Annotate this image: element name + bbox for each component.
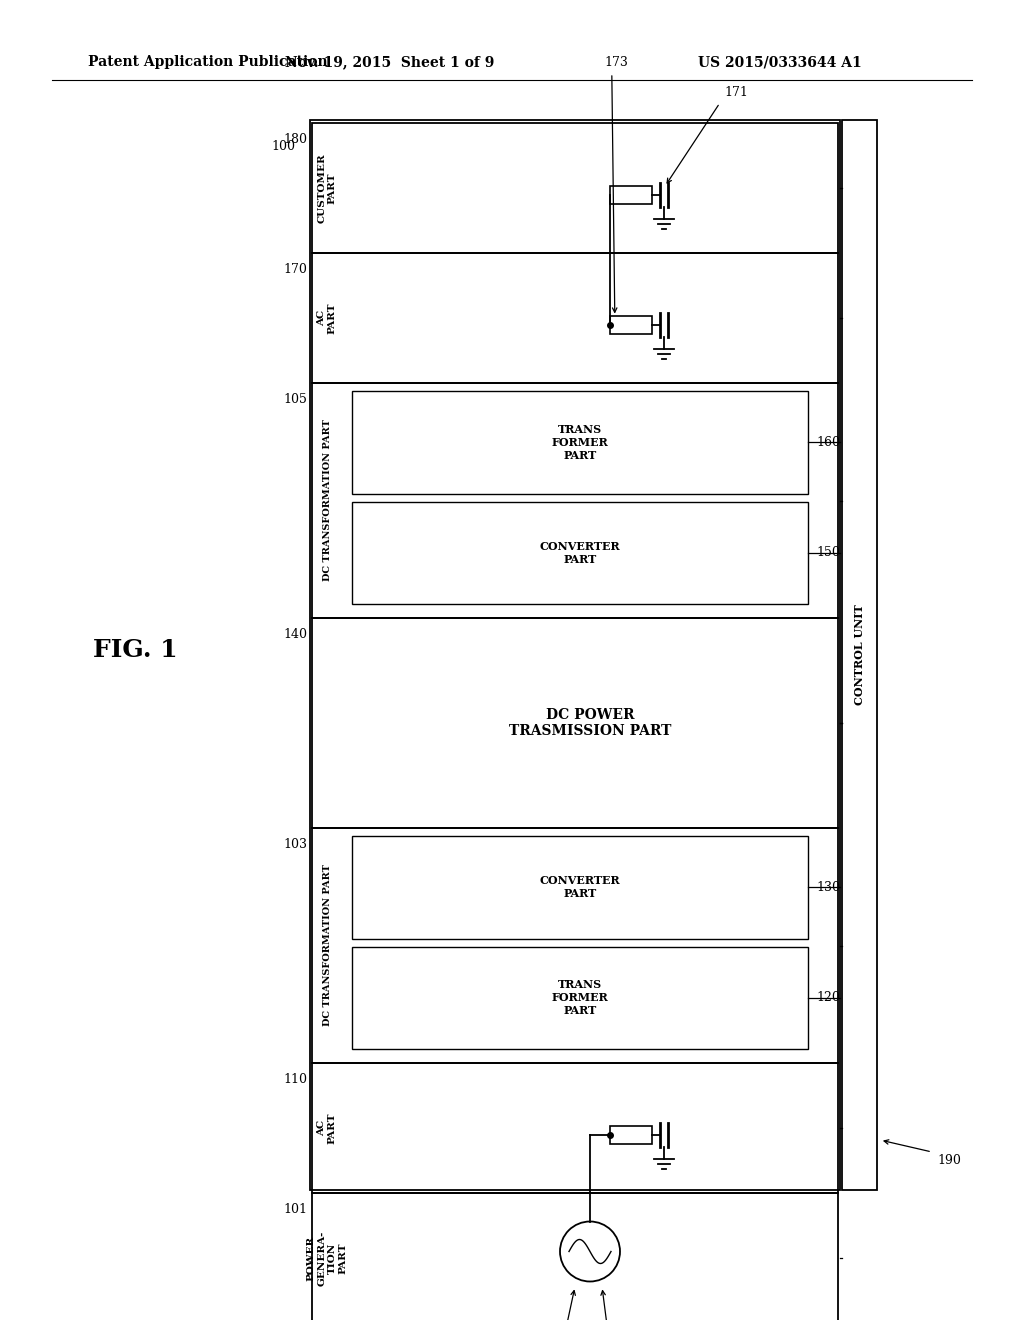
Bar <box>312 253 838 383</box>
Text: 120: 120 <box>816 991 840 1005</box>
Text: TRANS
FORMER
PART: TRANS FORMER PART <box>552 424 608 461</box>
Text: 173: 173 <box>605 57 629 70</box>
Text: AC
PART: AC PART <box>317 302 337 334</box>
Bar <box>842 120 877 1191</box>
Bar <box>312 618 838 828</box>
Text: AC
PART: AC PART <box>317 1113 337 1143</box>
Text: 140: 140 <box>283 628 307 642</box>
Bar <box>352 836 808 939</box>
Bar <box>310 120 840 1191</box>
Bar <box>352 946 808 1049</box>
Text: 101: 101 <box>283 1203 307 1216</box>
Text: Nov. 19, 2015  Sheet 1 of 9: Nov. 19, 2015 Sheet 1 of 9 <box>286 55 495 69</box>
Text: FIG. 1: FIG. 1 <box>93 638 177 663</box>
Text: 170: 170 <box>283 263 307 276</box>
Text: TRANS
FORMER
PART: TRANS FORMER PART <box>552 979 608 1016</box>
Bar <box>312 383 838 618</box>
Text: 150: 150 <box>816 546 840 560</box>
Text: 190: 190 <box>937 1154 961 1167</box>
Bar <box>312 1063 838 1193</box>
Bar <box>312 123 838 253</box>
Text: CONVERTER
PART: CONVERTER PART <box>540 875 621 899</box>
Bar <box>312 1193 838 1320</box>
Text: DC TRANSFORMATION PART: DC TRANSFORMATION PART <box>323 865 332 1027</box>
Text: POWER
GENERA-
TION
PART: POWER GENERA- TION PART <box>307 1230 347 1286</box>
Bar <box>312 828 838 1063</box>
Bar <box>352 391 808 494</box>
Text: Patent Application Publication: Patent Application Publication <box>88 55 328 69</box>
Text: 105: 105 <box>283 393 307 407</box>
Text: 110: 110 <box>283 1073 307 1086</box>
Text: 100: 100 <box>271 140 295 153</box>
Text: DC POWER
TRASMISSION PART: DC POWER TRASMISSION PART <box>509 708 671 738</box>
Bar <box>352 502 808 605</box>
Text: 130: 130 <box>816 880 840 894</box>
Text: CONTROL UNIT: CONTROL UNIT <box>854 605 865 705</box>
Text: US 2015/0333644 A1: US 2015/0333644 A1 <box>698 55 862 69</box>
Text: CUSTOMER
PART: CUSTOMER PART <box>317 153 337 223</box>
Text: DC TRANSFORMATION PART: DC TRANSFORMATION PART <box>323 420 332 581</box>
Bar <box>610 315 652 334</box>
Text: CONVERTER
PART: CONVERTER PART <box>540 541 621 565</box>
Text: 160: 160 <box>816 436 840 449</box>
Text: 180: 180 <box>283 133 307 147</box>
Bar <box>610 186 652 203</box>
Text: 171: 171 <box>725 87 749 99</box>
Text: 103: 103 <box>283 838 307 851</box>
Bar <box>610 1126 652 1143</box>
